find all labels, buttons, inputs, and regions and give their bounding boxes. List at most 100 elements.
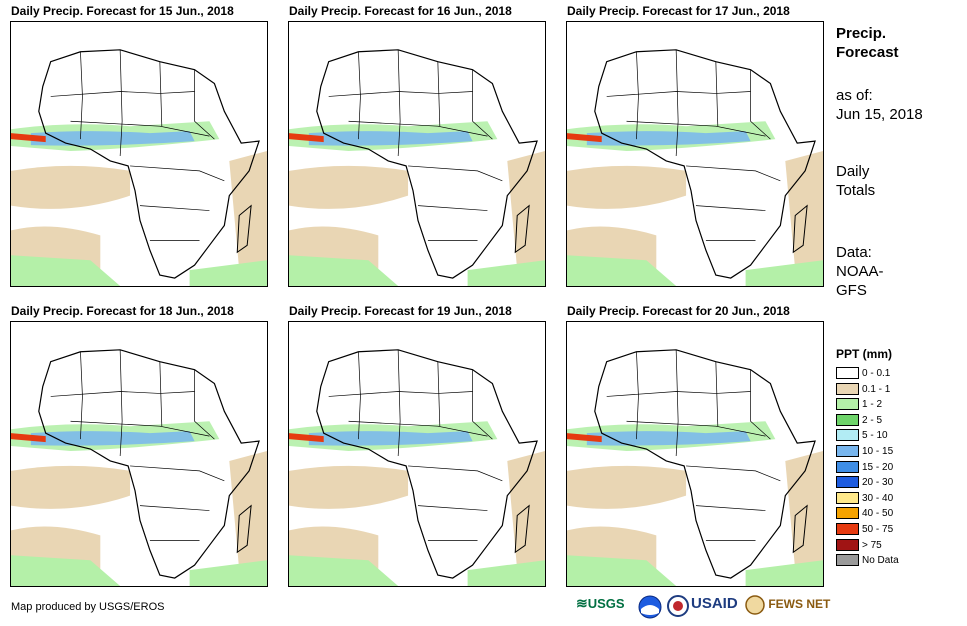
forecast-map-1 (10, 21, 268, 287)
country-border (715, 361, 719, 427)
africa-coastline (316, 349, 538, 579)
country-border (686, 165, 781, 182)
precip-rain-band (289, 421, 498, 452)
precip-rain-band (567, 121, 776, 152)
side-asof-line1: as of: (836, 87, 873, 104)
country-border (328, 391, 473, 397)
africa-coastline (594, 349, 816, 579)
precip-rain-band (11, 421, 220, 452)
legend-item: 40 - 50 (836, 507, 893, 521)
madagascar-coastline (236, 204, 252, 254)
legend-label: 5 - 10 (862, 430, 888, 442)
legend-item: 1 - 2 (836, 398, 882, 412)
side-data-source: Data: NOAA- GFS (836, 243, 884, 300)
noaa-logo (638, 595, 662, 622)
madagascar-coastline (792, 504, 808, 554)
country-border (119, 349, 123, 457)
panel-title-5: Daily Precip. Forecast for 19 Jun., 2018 (289, 304, 512, 318)
legend-label: 0.1 - 1 (862, 383, 891, 395)
legend-label: 40 - 50 (862, 508, 894, 520)
country-border (675, 49, 679, 157)
precip-light-areas (289, 451, 545, 586)
legend-swatch (836, 491, 859, 504)
country-border (437, 361, 441, 427)
legend-item: 20 - 30 (836, 476, 893, 490)
legend-label: 15 - 20 (862, 461, 894, 473)
precip-rain-band (567, 421, 776, 452)
country-border (606, 391, 751, 397)
legend-label: 2 - 5 (862, 414, 883, 426)
legend-item: 0.1 - 1 (836, 382, 891, 397)
side-totals-line2: Totals (836, 182, 876, 199)
country-border (130, 165, 225, 182)
country-border (130, 465, 225, 482)
legend-swatch (836, 429, 859, 442)
legend-swatch (836, 413, 859, 426)
side-totals: Daily Totals (836, 162, 875, 200)
precip-light-areas (567, 151, 823, 286)
forecast-map-5 (288, 321, 546, 587)
madagascar-coastline (236, 504, 252, 554)
side-asof: as of: Jun 15, 2018 (836, 86, 923, 124)
africa-coastline (38, 349, 260, 579)
panel-title-1: Daily Precip. Forecast for 15 Jun., 2018 (11, 4, 234, 18)
side-data-line1: Data: (836, 244, 872, 261)
country-border (408, 165, 503, 182)
legend-item: 10 - 15 (836, 445, 893, 459)
forecast-map-3 (566, 21, 824, 287)
side-data-line3: GFS (836, 282, 867, 299)
madagascar-coastline (514, 204, 530, 254)
madagascar-coastline (514, 504, 530, 554)
country-border (472, 69, 493, 140)
africa-coastline (316, 49, 538, 279)
legend-swatch (836, 523, 859, 535)
country-border (70, 420, 210, 437)
africa-coastline (594, 49, 816, 279)
precip-light-areas (289, 151, 545, 286)
usgs-logo: ≋USGS (576, 595, 625, 612)
map-credit: Map produced by USGS/EROS (11, 601, 165, 613)
legend-item: 50 - 75 (836, 523, 893, 537)
legend-item: 15 - 20 (836, 460, 894, 475)
usgs-wave-icon: ≋ (576, 595, 588, 611)
legend-label: > 75 (862, 539, 882, 551)
precip-rain-band (289, 121, 498, 152)
country-border (626, 120, 766, 137)
country-border (606, 91, 751, 97)
country-border (50, 91, 195, 97)
country-border (686, 465, 781, 482)
country-border (50, 391, 195, 397)
country-border (750, 69, 771, 140)
country-border (472, 369, 493, 440)
legend-item: 2 - 5 (836, 413, 883, 428)
country-border (139, 205, 210, 211)
forecast-map-6 (566, 321, 824, 587)
noaa-emblem-icon (638, 595, 662, 619)
country-border (348, 120, 488, 137)
country-border (417, 205, 488, 211)
side-heading: Precip. Forecast (836, 24, 899, 62)
country-border (417, 505, 488, 511)
country-border (695, 205, 766, 211)
legend-label: 0 - 0.1 (862, 368, 891, 379)
legend-label: 30 - 40 (862, 492, 894, 504)
country-border (139, 505, 210, 511)
country-border (119, 49, 123, 157)
country-border (70, 120, 210, 137)
usaid-logo: USAID (691, 595, 738, 612)
country-border (408, 465, 503, 482)
legend-swatch (836, 554, 859, 567)
country-border (159, 361, 163, 427)
country-border (750, 369, 771, 440)
precip-light-areas (11, 151, 267, 286)
country-border (80, 51, 83, 140)
country-border (159, 61, 163, 127)
legend-swatch (836, 507, 859, 520)
legend-item: 30 - 40 (836, 491, 894, 506)
panel-title-2: Daily Precip. Forecast for 16 Jun., 2018 (289, 4, 512, 18)
side-data-line2: NOAA- (836, 263, 884, 280)
usgs-logo-text: USGS (587, 596, 625, 611)
precip-rain-band (11, 121, 220, 152)
country-border (675, 349, 679, 457)
panel-title-6: Daily Precip. Forecast for 20 Jun., 2018 (567, 304, 790, 318)
